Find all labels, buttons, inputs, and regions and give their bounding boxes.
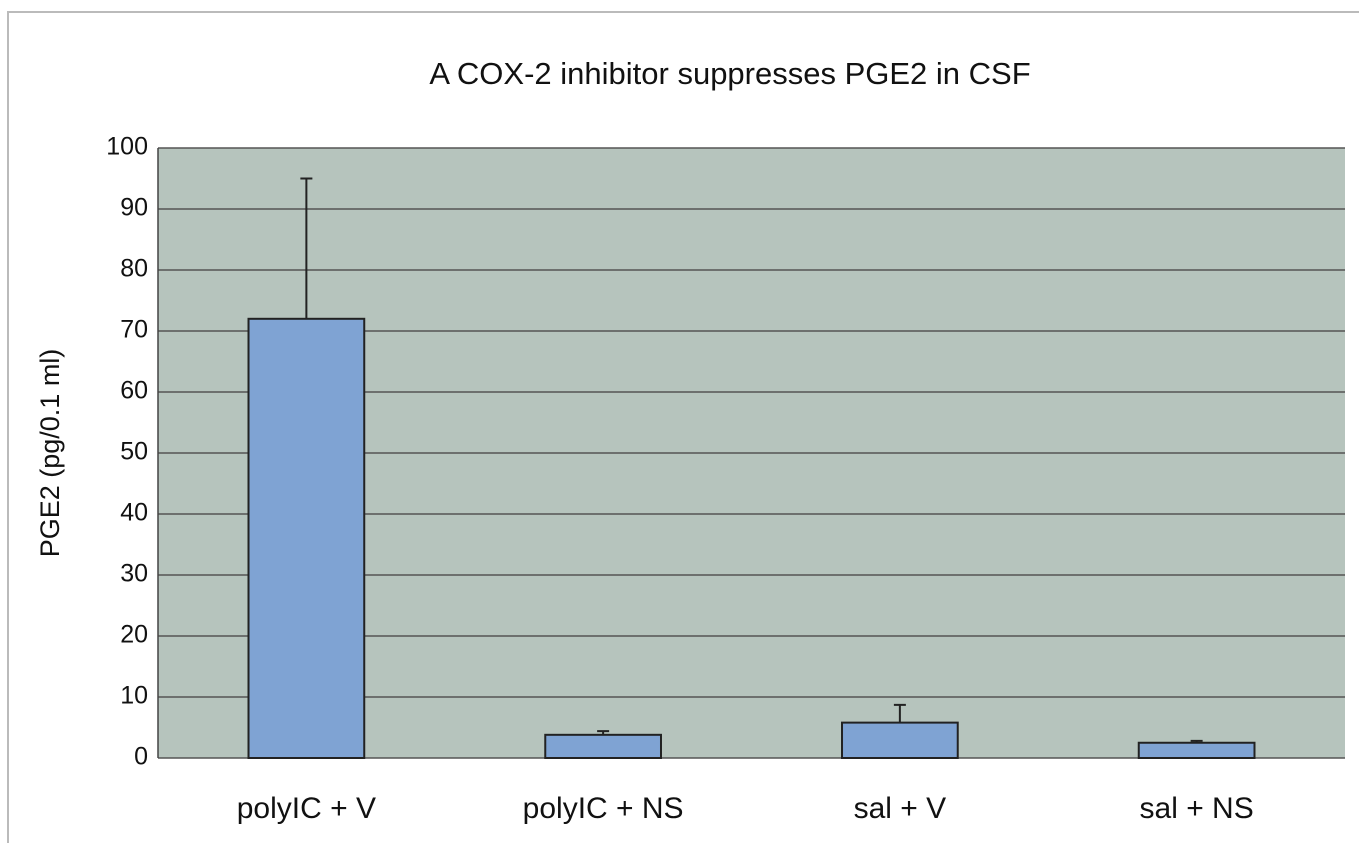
x-tick-label: sal + NS — [1140, 792, 1254, 825]
y-tick-label: 40 — [120, 499, 148, 527]
y-tick-label: 30 — [120, 560, 148, 588]
y-tick-label: 100 — [106, 133, 148, 161]
error-bar — [597, 730, 610, 735]
x-tick-label: sal + V — [854, 792, 947, 825]
x-tick-label: polyIC + NS — [523, 792, 684, 825]
y-tick-label: 70 — [120, 316, 148, 344]
y-tick-label: 50 — [120, 438, 148, 466]
y-tick-label: 80 — [120, 255, 148, 283]
chart-title: A COX-2 inhibitor suppresses PGE2 in CSF — [429, 56, 1030, 91]
y-tick-label: 10 — [120, 682, 148, 710]
y-tick-label: 0 — [134, 743, 148, 771]
error-bar — [1190, 739, 1203, 743]
error-bar — [893, 703, 906, 723]
bar — [841, 721, 959, 759]
y-tick-label: 90 — [120, 194, 148, 222]
y-axis-label: PGE2 (pg/0.1 ml) — [35, 349, 65, 558]
bar — [544, 733, 662, 760]
y-tick-label: 20 — [120, 621, 148, 649]
bar — [247, 317, 366, 759]
error-bar — [300, 177, 313, 319]
bar — [1137, 741, 1256, 759]
x-tick-label: polyIC + V — [237, 792, 376, 825]
y-tick-label: 60 — [120, 377, 148, 405]
